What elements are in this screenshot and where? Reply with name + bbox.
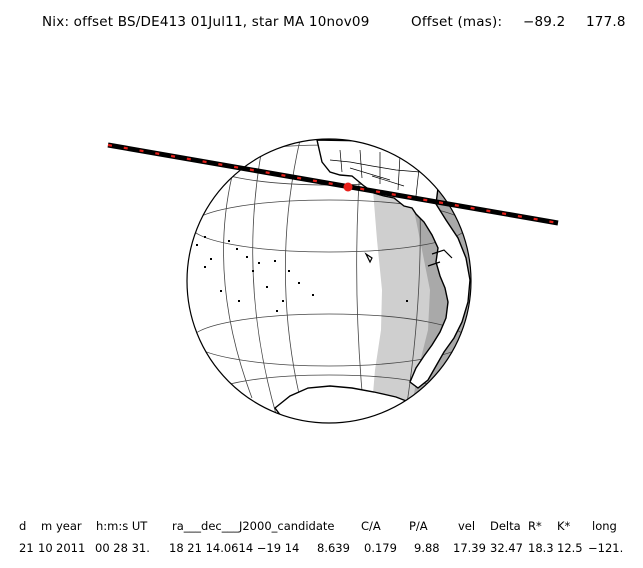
cell-rstar: 18.3 xyxy=(528,541,554,555)
col-header-delta: Delta xyxy=(490,519,521,533)
cell-long: −121. xyxy=(588,541,624,555)
earth-limb xyxy=(186,138,472,424)
offset-x-value: −89.2 xyxy=(523,14,566,30)
plot-title: Nix: offset BS/DE413 01Jul11, star MA 10… xyxy=(42,14,370,30)
offset-label: Offset (mas): xyxy=(411,14,503,30)
cell-day: 21 xyxy=(19,541,34,555)
shadow-track xyxy=(107,142,559,226)
col-header-d: d xyxy=(19,519,27,533)
col-header-year: year xyxy=(56,519,82,533)
cell-vel: 17.39 xyxy=(453,541,486,555)
col-header-time: h:m:s UT xyxy=(96,519,148,533)
col-header-long: long xyxy=(592,519,617,533)
col-header-vel: vel xyxy=(458,519,476,533)
pacific-islands xyxy=(196,236,408,312)
col-header-pa: P/A xyxy=(409,519,428,533)
col-header-m: m xyxy=(41,519,53,533)
col-header-kstar: K* xyxy=(557,519,571,533)
cell-pa: 9.88 xyxy=(414,541,440,555)
cell-time: 00 28 31. xyxy=(95,541,150,555)
col-header-ca: C/A xyxy=(361,519,381,533)
cell-radec: 18 21 14.0614 −19 14 xyxy=(169,541,300,555)
track-band xyxy=(107,142,559,226)
cell-delta: 32.47 xyxy=(490,541,523,555)
cell-year: 2011 xyxy=(56,541,86,555)
col-header-rstar: R* xyxy=(528,519,542,533)
offset-y-value: 177.8 xyxy=(586,14,626,30)
col-header-radec: ra___dec___J2000_candidate xyxy=(172,519,335,533)
cell-kstar: 12.5 xyxy=(557,541,583,555)
cell-month: 10 xyxy=(38,541,53,555)
cell-ca: 0.179 xyxy=(364,541,397,555)
cell-value-1: 8.639 xyxy=(317,541,350,555)
closest-approach-marker xyxy=(343,182,353,192)
